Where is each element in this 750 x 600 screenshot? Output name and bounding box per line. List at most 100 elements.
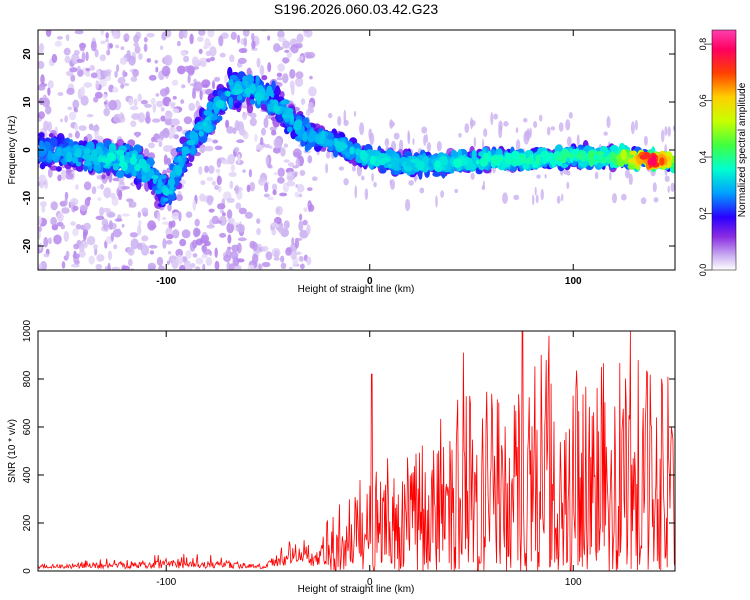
heatmap-cell bbox=[249, 181, 256, 192]
heatmap-cell bbox=[643, 135, 648, 146]
heatmap-cell bbox=[603, 131, 608, 136]
heatmap-cell bbox=[550, 126, 556, 131]
heatmap-cell bbox=[140, 99, 148, 105]
heatmap-cell bbox=[143, 36, 148, 43]
heatmap-cell bbox=[300, 55, 304, 61]
heatmap-cell bbox=[355, 148, 360, 156]
heatmap-cell bbox=[39, 180, 45, 189]
heatmap-cell bbox=[83, 181, 92, 191]
heatmap-cell bbox=[114, 218, 123, 222]
heatmap-cell bbox=[403, 165, 413, 172]
heatmap-cell bbox=[115, 170, 125, 179]
heatmap-cell bbox=[121, 265, 130, 270]
heatmap-cell bbox=[186, 65, 195, 75]
heatmap-cell bbox=[137, 224, 142, 236]
heatmap-cell bbox=[117, 76, 126, 85]
heatmap-cell bbox=[103, 107, 110, 117]
heatmap-cell bbox=[205, 58, 211, 63]
heatmap-cell bbox=[502, 192, 508, 204]
heatmap-cell bbox=[202, 263, 206, 270]
heatmap-cell bbox=[197, 36, 204, 42]
heatmap-cell bbox=[53, 234, 62, 245]
heatmap-cell bbox=[151, 136, 156, 143]
heatmap-cell bbox=[91, 125, 100, 132]
heatmap-cell bbox=[96, 254, 105, 262]
heatmap-cell bbox=[672, 125, 675, 131]
heatmap-cell bbox=[219, 52, 226, 58]
heatmap-cell bbox=[471, 149, 477, 161]
heatmap-cell bbox=[435, 195, 438, 208]
heatmap-cell bbox=[515, 139, 521, 152]
heatmap-cell bbox=[260, 137, 264, 146]
heatmap-cell bbox=[209, 56, 215, 62]
heatmap-cell bbox=[65, 137, 71, 144]
heatmap-cell bbox=[107, 262, 111, 270]
y-tick-label: 400 bbox=[22, 466, 33, 483]
heatmap-cell bbox=[202, 120, 208, 128]
heatmap-cell bbox=[300, 263, 305, 270]
heatmap-cell bbox=[523, 130, 530, 145]
x-tick-label: 100 bbox=[565, 577, 582, 588]
heatmap-cell bbox=[226, 126, 234, 134]
heatmap-cell bbox=[70, 74, 76, 82]
heatmap-cell bbox=[90, 72, 98, 79]
heatmap-cell bbox=[51, 53, 58, 63]
heatmap-cell bbox=[271, 129, 277, 136]
heatmap-cell bbox=[148, 74, 157, 81]
heatmap-cell bbox=[277, 63, 285, 72]
y-tick-label: 0 bbox=[22, 568, 33, 574]
heatmap-cell bbox=[40, 201, 47, 207]
heatmap-cell bbox=[289, 114, 295, 123]
heatmap-cell bbox=[69, 111, 77, 121]
heatmap-cell bbox=[255, 144, 264, 151]
heatmap-cell bbox=[276, 46, 284, 51]
heatmap-cell bbox=[83, 82, 93, 88]
heatmap-cell bbox=[90, 40, 97, 52]
heatmap-cell bbox=[659, 157, 665, 166]
heatmap-cell bbox=[263, 193, 270, 198]
heatmap-cell bbox=[63, 47, 71, 56]
heatmap-cell bbox=[192, 199, 197, 211]
heatmap-cell bbox=[180, 99, 185, 104]
heatmap-cell bbox=[204, 165, 209, 173]
heatmap-cell bbox=[576, 134, 580, 147]
heatmap-cell bbox=[255, 75, 260, 86]
heatmap-cell bbox=[652, 182, 657, 193]
heatmap-cell bbox=[167, 250, 172, 255]
heatmap-cell bbox=[226, 90, 231, 97]
heatmap-cell bbox=[588, 150, 595, 160]
heatmap-cell bbox=[51, 224, 59, 231]
heatmap-cell bbox=[47, 237, 52, 245]
heatmap-cell bbox=[91, 186, 97, 195]
heatmap-cell bbox=[73, 49, 80, 56]
heatmap-cell bbox=[142, 165, 148, 171]
heatmap-cell bbox=[105, 38, 109, 43]
heatmap-cell bbox=[282, 57, 290, 64]
heatmap-cell bbox=[70, 201, 76, 206]
heatmap-cell bbox=[50, 201, 58, 211]
heatmap-cell bbox=[280, 100, 287, 105]
heatmap-cell bbox=[249, 112, 257, 119]
heatmap-cell bbox=[160, 45, 164, 51]
heatmap-cell bbox=[261, 245, 269, 252]
heatmap-cell bbox=[182, 30, 188, 39]
heatmap-cell bbox=[264, 182, 269, 193]
heatmap-cell bbox=[133, 34, 140, 44]
heatmap-cell bbox=[165, 110, 171, 116]
heatmap-cell bbox=[78, 125, 87, 131]
heatmap-cell bbox=[74, 259, 80, 265]
heatmap-cell bbox=[183, 263, 191, 270]
heatmap-cell bbox=[128, 199, 132, 208]
heatmap-cell bbox=[440, 190, 444, 198]
heatmap-cell bbox=[48, 133, 54, 138]
heatmap-cell bbox=[123, 83, 130, 87]
heatmap-cell bbox=[121, 223, 125, 228]
heatmap-cell bbox=[337, 116, 342, 126]
heatmap-cell bbox=[403, 151, 413, 158]
heatmap-cell bbox=[268, 145, 273, 149]
heatmap-cell bbox=[200, 60, 207, 68]
heatmap-cell bbox=[256, 228, 261, 236]
heatmap-cell bbox=[307, 51, 316, 59]
heatmap-cell bbox=[236, 224, 246, 233]
heatmap-cell bbox=[277, 30, 285, 39]
